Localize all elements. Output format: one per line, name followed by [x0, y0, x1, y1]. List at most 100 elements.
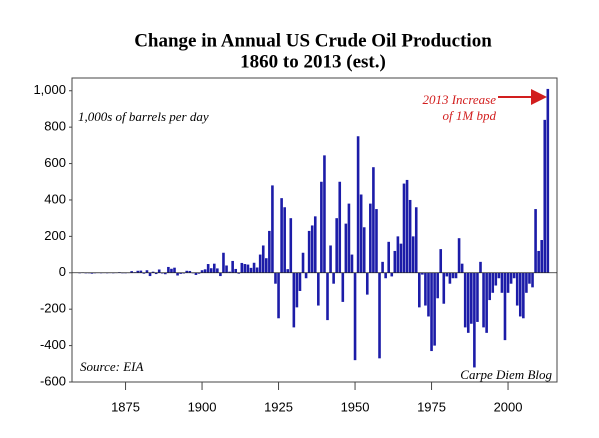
bar [543, 119, 547, 273]
x-tick-label: 2000 [494, 399, 523, 414]
x-tick-label: 1975 [417, 399, 446, 414]
bar [396, 236, 400, 273]
bar [451, 272, 455, 279]
bar [534, 209, 537, 273]
bar [258, 254, 262, 273]
bar [359, 194, 363, 273]
bar [365, 272, 369, 295]
bar [405, 179, 409, 273]
bar [375, 209, 378, 273]
bar [528, 272, 531, 284]
bar [228, 271, 231, 273]
bar [491, 272, 495, 293]
bar [164, 272, 167, 275]
bar [206, 264, 210, 273]
bar [427, 272, 430, 317]
bar [329, 245, 332, 273]
bar [148, 272, 152, 277]
bar [470, 272, 473, 324]
bar [442, 272, 446, 304]
bar [353, 272, 357, 361]
bar [197, 272, 201, 274]
bar [222, 252, 225, 273]
bar [231, 260, 234, 273]
bar [509, 272, 513, 284]
bar [347, 203, 351, 273]
bar [479, 261, 482, 273]
bar [393, 250, 397, 273]
bar [525, 272, 528, 293]
bar [209, 268, 213, 273]
bar [399, 243, 403, 273]
bar [488, 272, 491, 301]
bar [252, 262, 256, 273]
bar [457, 238, 461, 273]
bar [372, 167, 375, 273]
y-tick-label: -600 [40, 373, 66, 388]
bar [323, 155, 326, 273]
bar [463, 272, 467, 328]
y-tick-label: 600 [44, 155, 66, 170]
bar [167, 266, 170, 273]
bar [307, 230, 311, 273]
chart-title: Change in Annual US Crude Oil Production [134, 30, 492, 51]
bar [390, 272, 394, 277]
bar [421, 272, 424, 275]
bar [173, 267, 176, 273]
bar [255, 267, 259, 273]
bar [369, 203, 372, 273]
bar [157, 269, 161, 273]
bar [439, 249, 443, 273]
bar [243, 264, 247, 273]
bar [216, 268, 219, 273]
y-tick-label: 200 [44, 228, 66, 243]
bar [268, 230, 271, 273]
bar [203, 269, 207, 273]
bar [503, 272, 507, 341]
bar [497, 272, 501, 279]
bar [219, 272, 222, 277]
bar [454, 272, 458, 279]
bar [512, 272, 516, 279]
bar [225, 265, 228, 273]
bar [344, 223, 348, 273]
bars [78, 88, 550, 368]
bar [179, 272, 182, 274]
bar [384, 272, 387, 279]
y-tick-label: 800 [44, 119, 66, 134]
bar [90, 272, 94, 274]
bar [408, 199, 412, 273]
bar [304, 272, 308, 279]
bar [154, 272, 158, 275]
bar [130, 271, 133, 273]
bar [283, 207, 286, 273]
y-tick-label: -200 [40, 301, 66, 316]
chart-subtitle: 1860 to 2013 (est.) [240, 51, 386, 72]
y-tick-label: -400 [40, 337, 66, 352]
bar [212, 263, 216, 273]
bar [387, 241, 391, 273]
bar [145, 270, 149, 273]
bar [326, 272, 329, 321]
bar [402, 183, 406, 273]
bar [295, 272, 299, 308]
source: Source: EIA [80, 359, 143, 374]
bar [320, 181, 323, 273]
bar [271, 185, 274, 273]
unit-note: 1,000s of barrels per day [78, 109, 209, 124]
bar [418, 272, 421, 308]
bar [506, 272, 510, 293]
bar [188, 270, 192, 273]
bar [500, 272, 504, 293]
y-tick-label: 400 [44, 191, 66, 206]
bar [139, 270, 143, 273]
bar [473, 272, 476, 368]
bar [277, 272, 280, 319]
bar [494, 272, 498, 286]
plot-frame [71, 77, 558, 383]
bar [240, 262, 244, 273]
bar [317, 272, 320, 306]
bar [194, 272, 198, 275]
x-tick-label: 1900 [188, 399, 217, 414]
